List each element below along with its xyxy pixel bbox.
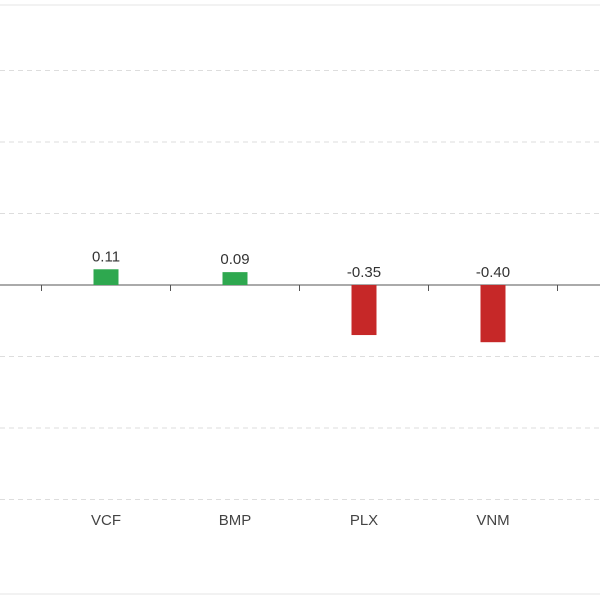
category-label-plx: PLX	[350, 512, 378, 529]
data-label-vnm: -0.40	[476, 264, 510, 281]
category-labels: VCF BMP PLX VNM	[91, 512, 510, 529]
bar-vcf[interactable]	[93, 269, 119, 285]
category-label-bmp: BMP	[219, 512, 252, 529]
data-labels: 0.11 0.09 -0.35 -0.40	[92, 248, 510, 281]
bar-vnm[interactable]	[480, 285, 506, 343]
category-label-vnm: VNM	[476, 512, 509, 529]
x-axis	[0, 284, 600, 291]
data-label-vcf: 0.11	[92, 248, 120, 265]
bar-bmp[interactable]	[222, 272, 248, 285]
data-label-plx: -0.35	[347, 264, 381, 281]
category-label-vcf: VCF	[91, 512, 121, 529]
data-label-bmp: 0.09	[220, 251, 249, 268]
bar-plx[interactable]	[351, 285, 377, 336]
bars	[93, 269, 506, 343]
gridlines	[0, 70, 600, 500]
